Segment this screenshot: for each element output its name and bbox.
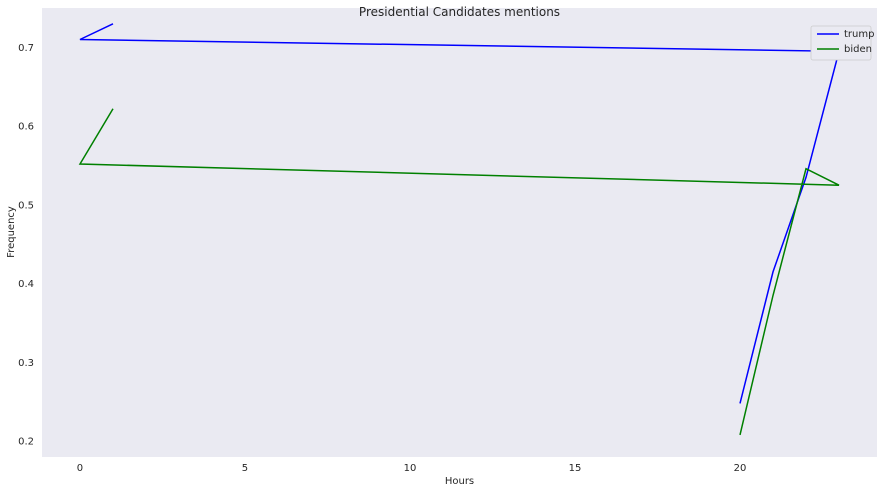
y-tick-labels: 0.2 0.3 0.4 0.5 0.6 0.7 — [18, 43, 34, 448]
x-tick-label: 5 — [242, 463, 248, 474]
plot-area — [42, 8, 877, 457]
x-tick-label: 10 — [404, 463, 417, 474]
chart-title: Presidential Candidates mentions — [359, 5, 560, 19]
series-line-biden — [78, 108, 840, 436]
series-line-trump — [79, 23, 840, 404]
x-axis-label: Hours — [445, 476, 474, 487]
x-tick-label: 0 — [77, 463, 83, 474]
legend-label-biden: biden — [844, 44, 872, 55]
y-tick-label: 0.6 — [18, 122, 34, 133]
x-tick-label: 15 — [569, 463, 582, 474]
y-tick-label: 0.3 — [18, 358, 34, 369]
y-tick-label: 0.4 — [18, 279, 34, 290]
y-tick-label: 0.5 — [18, 200, 34, 211]
x-tick-label: 20 — [734, 463, 747, 474]
legend-label-trump: trump — [844, 29, 874, 40]
x-tick-labels: 0 5 10 15 20 — [77, 463, 747, 474]
legend: trump biden — [810, 25, 874, 61]
y-tick-label: 0.2 — [18, 437, 34, 448]
series-layer — [78, 23, 840, 436]
y-tick-label: 0.7 — [18, 43, 34, 54]
y-axis-label: Frequency — [6, 206, 17, 258]
